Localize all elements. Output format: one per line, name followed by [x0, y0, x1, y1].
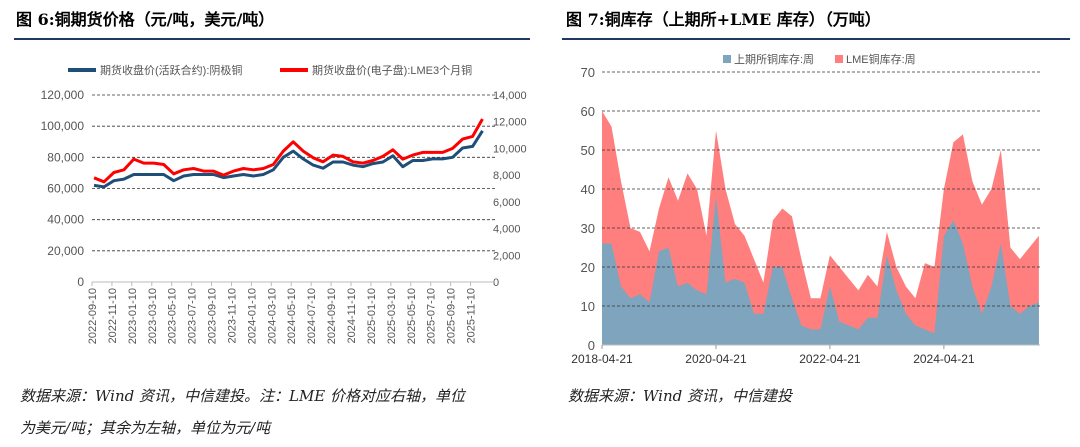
y-left-tick-label: 20,000: [47, 244, 84, 258]
x-tick-label: 2025-11-10: [466, 288, 478, 343]
copper-inventory-chart: 0 10 20 30 40 50 60 70 2018-04-21 2020-04-21 2022-…: [571, 52, 1040, 366]
y-right-tick-label: 2,000: [493, 250, 521, 262]
x-tick-label: 2024-04-21: [913, 352, 975, 366]
x-tick-label: 2025-01-10: [366, 288, 378, 344]
legend-swatch: [723, 55, 731, 63]
x-tick-label: 2024-09-10: [326, 288, 338, 344]
y-tick-label: 0: [588, 338, 595, 353]
x-tick-label: 2024-11-10: [346, 288, 358, 343]
y-tick-label: 20: [581, 260, 595, 275]
legend-label: 期货收盘价(活跃合约):阴极铜: [100, 63, 242, 77]
x-tick-label: 2022-09-10: [87, 288, 99, 344]
y-tick-label: 30: [581, 221, 595, 236]
x-tick-label: 2025-07-10: [426, 288, 438, 344]
y-left-tick-label: 80,000: [47, 150, 84, 164]
legend-label: 上期所铜库存:周: [734, 52, 814, 66]
x-tick-label: 2025-05-10: [406, 288, 418, 344]
y-left-tick-label: 100,000: [41, 119, 85, 133]
title-rule: [14, 38, 530, 40]
area-shfe-inventory: [602, 196, 1039, 345]
right-panel: 图 7:铜库存（上期所+LME 库存）（万吨） 0 10 20 30 40 50 60 70 2…: [545, 0, 1080, 447]
x-tick-label: 2023-03-10: [147, 288, 159, 344]
copper-futures-price-chart: 0 20,000 40,000 60,000 80,000 100,000 120,000 0…: [41, 63, 527, 344]
x-tick-label: 2023-07-10: [187, 288, 199, 344]
y-left-tick-label: 120,000: [41, 88, 85, 102]
y-tick-label: 50: [581, 143, 595, 158]
legend-label: 期货收盘价(电子盘):LME3个月铜: [312, 63, 472, 77]
x-tick-label: 2020-04-21: [685, 352, 747, 366]
title-rule: [562, 38, 1070, 40]
right-source-note: 数据来源：Wind 资讯，中信建投: [568, 380, 792, 412]
x-tick-label: 2023-05-10: [167, 288, 179, 344]
y-left-tick-label: 0: [77, 275, 84, 289]
x-tick-label: 2022-04-21: [799, 352, 861, 366]
y-tick-label: 70: [581, 65, 595, 80]
y-right-tick-label: 8,000: [493, 170, 521, 182]
x-tick-label: 2024-05-10: [286, 288, 298, 344]
left-panel: 图 6:铜期货价格（元/吨，美元/吨） 0 20,000 40,000 60,000 8…: [14, 10, 530, 444]
y-right-tick-label: 4,000: [493, 224, 521, 236]
series-line-2: [93, 118, 484, 184]
right-chart-title: 图 7:铜库存（上期所+LME 库存）（万吨）: [566, 10, 881, 29]
x-tick-label: 2018-04-21: [571, 352, 633, 366]
y-left-tick-label: 60,000: [47, 182, 84, 196]
note-line-1: 数据来源：Wind 资讯，中信建投。注：LME 价格对应右轴，单位: [20, 387, 466, 405]
y-right-tick-label: 12,000: [493, 117, 527, 129]
x-tick-label: 2022-11-10: [107, 288, 119, 343]
x-tick-label: 2024-07-10: [306, 288, 318, 344]
legend-label: LME铜库存:周: [846, 52, 916, 66]
y-right-tick-label: 14,000: [493, 90, 527, 102]
left-source-note: 数据来源：Wind 资讯，中信建投。注：LME 价格对应右轴，单位 为美元/吨；…: [20, 380, 465, 444]
note-line-2: 为美元/吨；其余为左轴，单位为元/吨: [20, 419, 271, 437]
x-tick-label: 2024-01-10: [246, 288, 258, 344]
y-tick-label: 40: [581, 182, 595, 197]
legend-swatch: [835, 55, 843, 63]
y-right-tick-label: 6,000: [493, 197, 521, 209]
y-tick-label: 10: [581, 299, 595, 314]
x-tick-label: 2023-11-10: [226, 288, 238, 343]
series-line-1: [93, 129, 484, 189]
y-right-tick-label: 0: [493, 277, 499, 289]
y-tick-label: 60: [581, 104, 595, 119]
x-tick-label: 2024-03-10: [266, 288, 278, 344]
x-tick-label: 2025-09-10: [446, 288, 458, 344]
y-left-tick-label: 40,000: [47, 213, 84, 227]
x-tick-label: 2023-09-10: [207, 288, 219, 344]
note-line-1: 数据来源：Wind 资讯，中信建投: [568, 387, 792, 405]
x-tick-label: 2023-01-10: [127, 288, 139, 344]
y-right-tick-label: 10,000: [493, 143, 527, 155]
x-tick-label: 2025-03-10: [386, 288, 398, 344]
left-chart-title: 图 6:铜期货价格（元/吨，美元/吨）: [16, 10, 275, 29]
